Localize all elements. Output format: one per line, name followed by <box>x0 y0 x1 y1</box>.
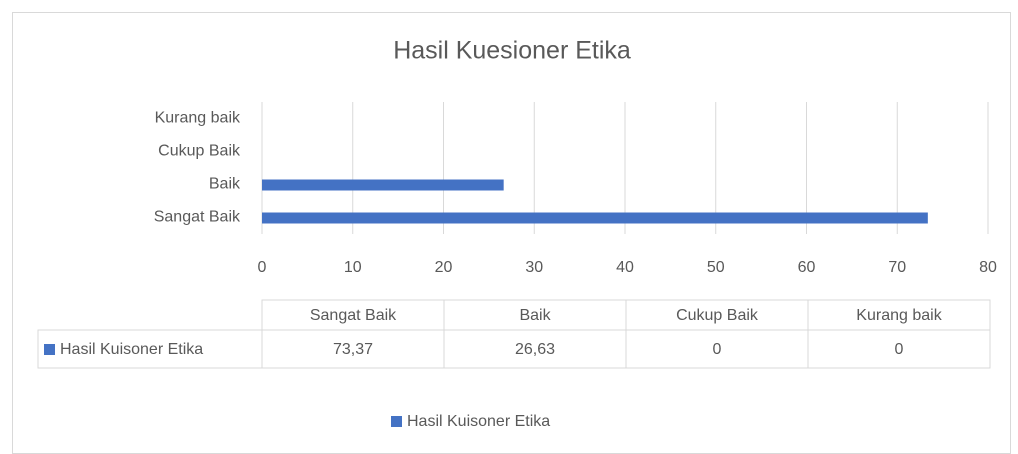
x-tick-label: 50 <box>707 259 725 276</box>
x-tick-label: 30 <box>525 259 543 276</box>
y-tick-label: Baik <box>209 176 241 193</box>
x-tick-label: 0 <box>258 259 267 276</box>
x-tick-label: 40 <box>616 259 634 276</box>
table-value: 73,37 <box>333 341 373 358</box>
x-tick-label: 60 <box>798 259 816 276</box>
table-header: Cukup Baik <box>676 307 759 324</box>
bar <box>262 212 928 224</box>
y-tick-label: Kurang baik <box>155 110 241 127</box>
table-header: Kurang baik <box>856 307 942 324</box>
legend-label: Hasil Kuisoner Etika <box>407 413 550 430</box>
legend-key <box>391 416 402 427</box>
x-tick-label: 70 <box>888 259 906 276</box>
bar <box>262 179 504 191</box>
y-tick-label: Cukup Baik <box>158 143 241 160</box>
table-value: 0 <box>895 341 904 358</box>
table-cell <box>807 329 991 369</box>
table-header: Sangat Baik <box>310 307 397 324</box>
x-tick-label: 80 <box>979 259 997 276</box>
y-tick-label: Sangat Baik <box>154 209 241 226</box>
chart-title: Hasil Kuesioner Etika <box>393 37 631 65</box>
x-tick-label: 10 <box>344 259 362 276</box>
x-tick-label: 20 <box>435 259 453 276</box>
table-value: 26,63 <box>515 341 555 358</box>
table-legend-key <box>44 344 55 355</box>
table-value: 0 <box>713 341 722 358</box>
table-header: Baik <box>519 307 551 324</box>
table-row-header: Hasil Kuisoner Etika <box>60 341 203 358</box>
chart-area <box>12 12 1011 454</box>
